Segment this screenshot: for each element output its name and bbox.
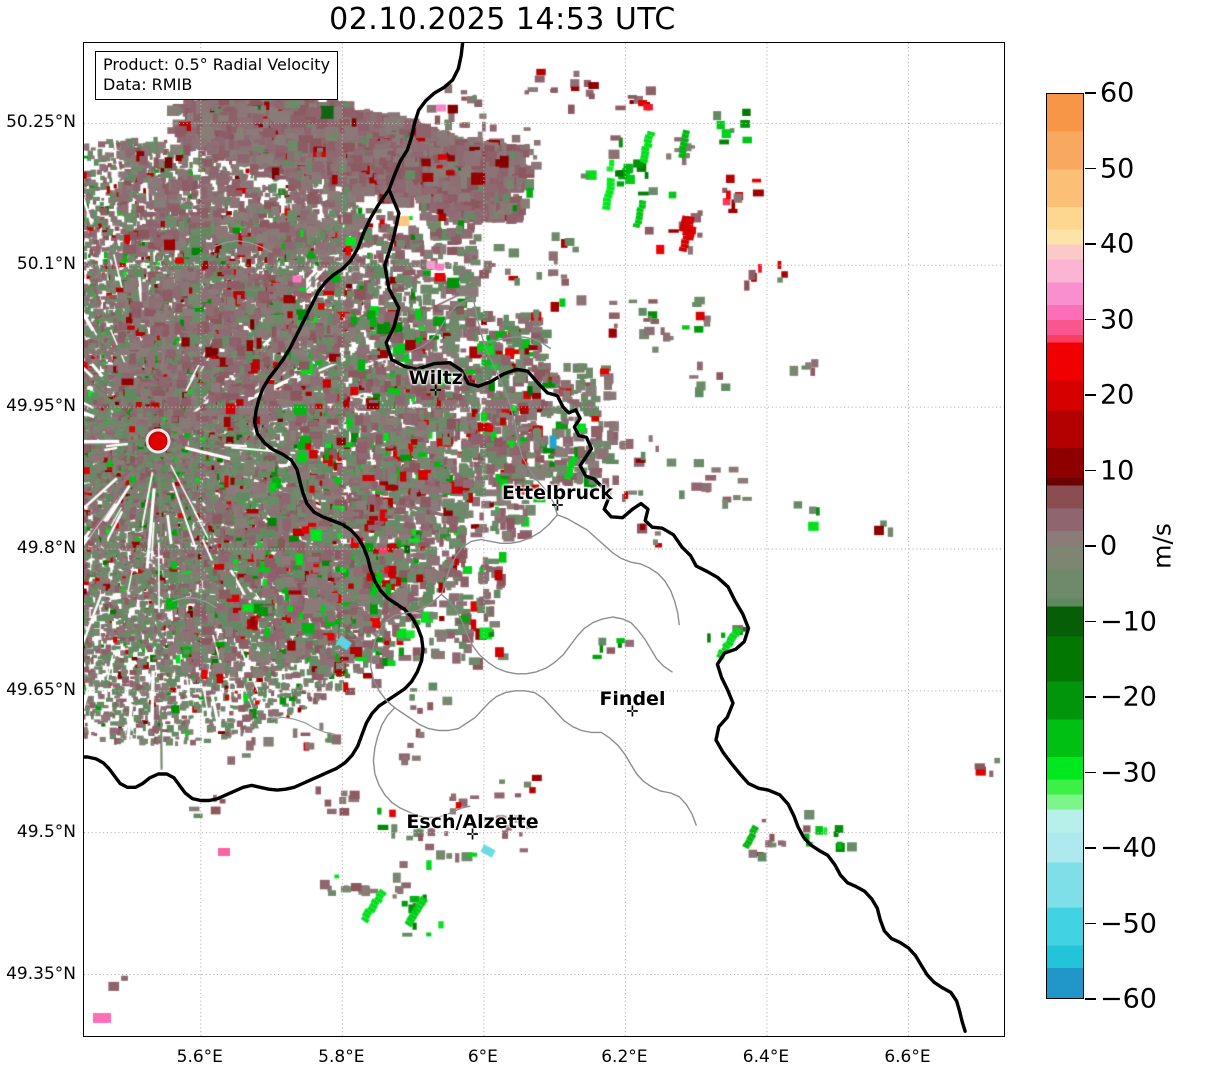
page-title: 02.10.2025 14:53 UTC — [329, 2, 676, 37]
colorbar-tick-mark — [1085, 167, 1096, 170]
colorbar-tick-label: −10 — [1100, 606, 1157, 637]
regional-boundary-0 — [270, 716, 336, 735]
city-label-wiltz: Wiltz — [408, 367, 463, 390]
city-marker-icon: ✛ — [626, 702, 639, 721]
city-marker-icon: ✛ — [551, 496, 564, 515]
colorbar-tick-mark — [1085, 545, 1096, 547]
colorbar-tick-label: −40 — [1100, 832, 1157, 864]
country-border-luxembourg-east — [383, 187, 967, 1033]
y-axis-tick-label: 50.1°N — [16, 254, 76, 275]
x-axis-tick-label: 5.6°E — [176, 1047, 223, 1067]
y-axis-tick-label: 49.65°N — [6, 679, 76, 700]
country-border-luxembourg-west — [84, 187, 425, 803]
map-canvas-wrapper — [84, 43, 1004, 1036]
colorbar-tick-label: 50 — [1100, 153, 1135, 184]
admin-boundary-5 — [394, 690, 602, 734]
colorbar-tick-label: 0 — [1100, 530, 1118, 562]
admin-boundary-12 — [670, 792, 697, 826]
colorbar-tick-label: −20 — [1100, 681, 1157, 713]
y-axis-tick-label: 49.35°N — [6, 963, 76, 984]
colorbar-tick-mark — [1085, 469, 1096, 472]
admin-boundary-10 — [483, 336, 552, 350]
country-border-north — [387, 43, 465, 192]
colorbar-tick-mark — [1085, 92, 1096, 94]
y-axis-tick-label: 49.5°N — [16, 821, 76, 842]
product-info-box: Product: 0.5° Radial Velocity Data: RMIB — [95, 51, 339, 100]
colorbar-tick-mark — [1085, 922, 1096, 925]
admin-boundary-9 — [403, 297, 474, 355]
y-axis-tick-label: 49.95°N — [6, 396, 76, 417]
admin-boundary-1 — [440, 514, 559, 596]
x-axis-tick-label: 6.6°E — [884, 1047, 931, 1067]
colorbar-tick-mark — [1085, 771, 1096, 774]
radar-echo-layer — [84, 43, 1004, 1036]
data-source-line: Data: RMIB — [103, 74, 193, 94]
colorbar-tick-label: 60 — [1100, 77, 1135, 109]
colorbar-tick-mark — [1085, 394, 1096, 396]
regional-boundary-2 — [171, 597, 217, 609]
x-axis-tick-label: 5.8°E — [318, 1047, 365, 1067]
city-label-esch-alzette: Esch/Alzette — [406, 810, 539, 833]
colorbar-tick-label: 20 — [1100, 379, 1135, 411]
colorbar-tick-label: 30 — [1100, 304, 1135, 335]
admin-boundary-2 — [556, 514, 642, 565]
colorbar-tick-label: −60 — [1100, 983, 1157, 1015]
admin-boundary-4 — [440, 593, 673, 675]
colorbar-tick-mark — [1085, 243, 1096, 245]
map-boundaries-layer — [84, 43, 1004, 1036]
regional-boundary-1 — [214, 240, 273, 253]
x-axis-tick-label: 6.4°E — [742, 1047, 790, 1067]
product-line: Product: 0.5° Radial Velocity — [103, 55, 331, 74]
city-marker-icon: ✛ — [429, 381, 443, 400]
colorbar-tick-label: −50 — [1100, 908, 1157, 939]
y-axis-tick-label: 50.25°N — [6, 112, 76, 133]
colorbar-tick-label: 40 — [1100, 228, 1135, 260]
colorbar-tick-mark — [1085, 620, 1096, 623]
city-label-findel: Findel — [599, 687, 666, 710]
x-axis-tick-label: 6°E — [467, 1047, 498, 1067]
x-axis-tick-label: 6.2°E — [601, 1047, 648, 1067]
colorbar-unit-label: m/s — [1147, 523, 1177, 569]
radar-map-plot: Product: 0.5° Radial Velocity Data: RMIB… — [83, 42, 1005, 1037]
city-label-ettelbruck: Ettelbruck — [501, 482, 613, 505]
colorbar-tick-label: −30 — [1100, 757, 1157, 788]
colorbar-tick-mark — [1085, 847, 1096, 849]
colorbar-tick-label: 10 — [1100, 455, 1135, 486]
colorbar-tick-mark — [1085, 696, 1096, 698]
city-marker-icon: ✛ — [466, 825, 479, 844]
admin-boundary-11 — [391, 801, 471, 819]
colorbar-tick-mark — [1085, 318, 1096, 321]
colorbar-tick-mark — [1085, 998, 1096, 1000]
admin-boundary-0 — [472, 297, 559, 516]
y-axis-tick-label: 49.8°N — [16, 537, 76, 558]
admin-boundary-8 — [640, 563, 680, 626]
colorbar — [1046, 93, 1084, 999]
radar-site-marker — [148, 431, 168, 451]
admin-boundary-7 — [600, 731, 672, 794]
admin-boundary-6 — [372, 707, 396, 804]
admin-boundary-3 — [369, 593, 443, 709]
